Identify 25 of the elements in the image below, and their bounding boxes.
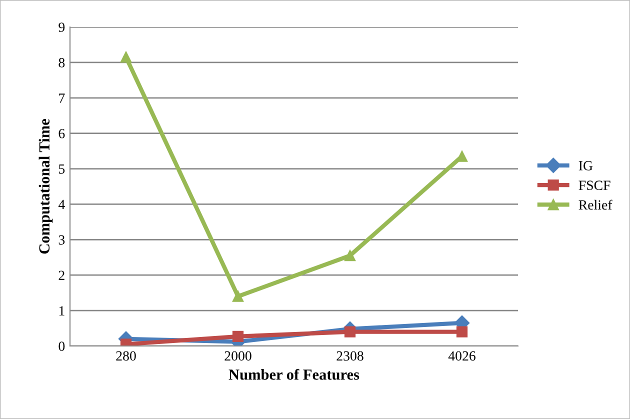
x-tick-label: 2308 <box>336 351 364 361</box>
legend-label: FSCF <box>578 180 610 190</box>
legend-label: IG <box>578 161 593 170</box>
x-tick-label: 4026 <box>448 351 476 361</box>
y-tick-label: 7 <box>59 94 65 103</box>
y-tick-label: 9 <box>58 22 65 32</box>
y-tick-label: 1 <box>59 306 64 316</box>
point <box>344 250 356 262</box>
point <box>232 330 244 342</box>
point <box>456 326 468 338</box>
y-tick-label: 8 <box>58 58 65 68</box>
x-tick-label: 2000 <box>224 351 252 361</box>
y-axis-title: Computational Time <box>38 119 53 254</box>
point <box>344 326 356 338</box>
x-axis-title: Number of Features <box>228 368 360 380</box>
y-tick-label: 3 <box>58 235 65 245</box>
point <box>232 290 244 302</box>
y-tick-label: 6 <box>58 128 65 138</box>
y-tick-label: 4 <box>58 200 65 210</box>
point <box>120 52 132 63</box>
y-tick-label: 0 <box>58 342 65 351</box>
x-tick-label: 280 <box>116 351 136 361</box>
y-tick-label: 2 <box>58 270 64 280</box>
y-tick-label: 5 <box>59 164 65 174</box>
legend-label: Relief <box>578 200 612 210</box>
